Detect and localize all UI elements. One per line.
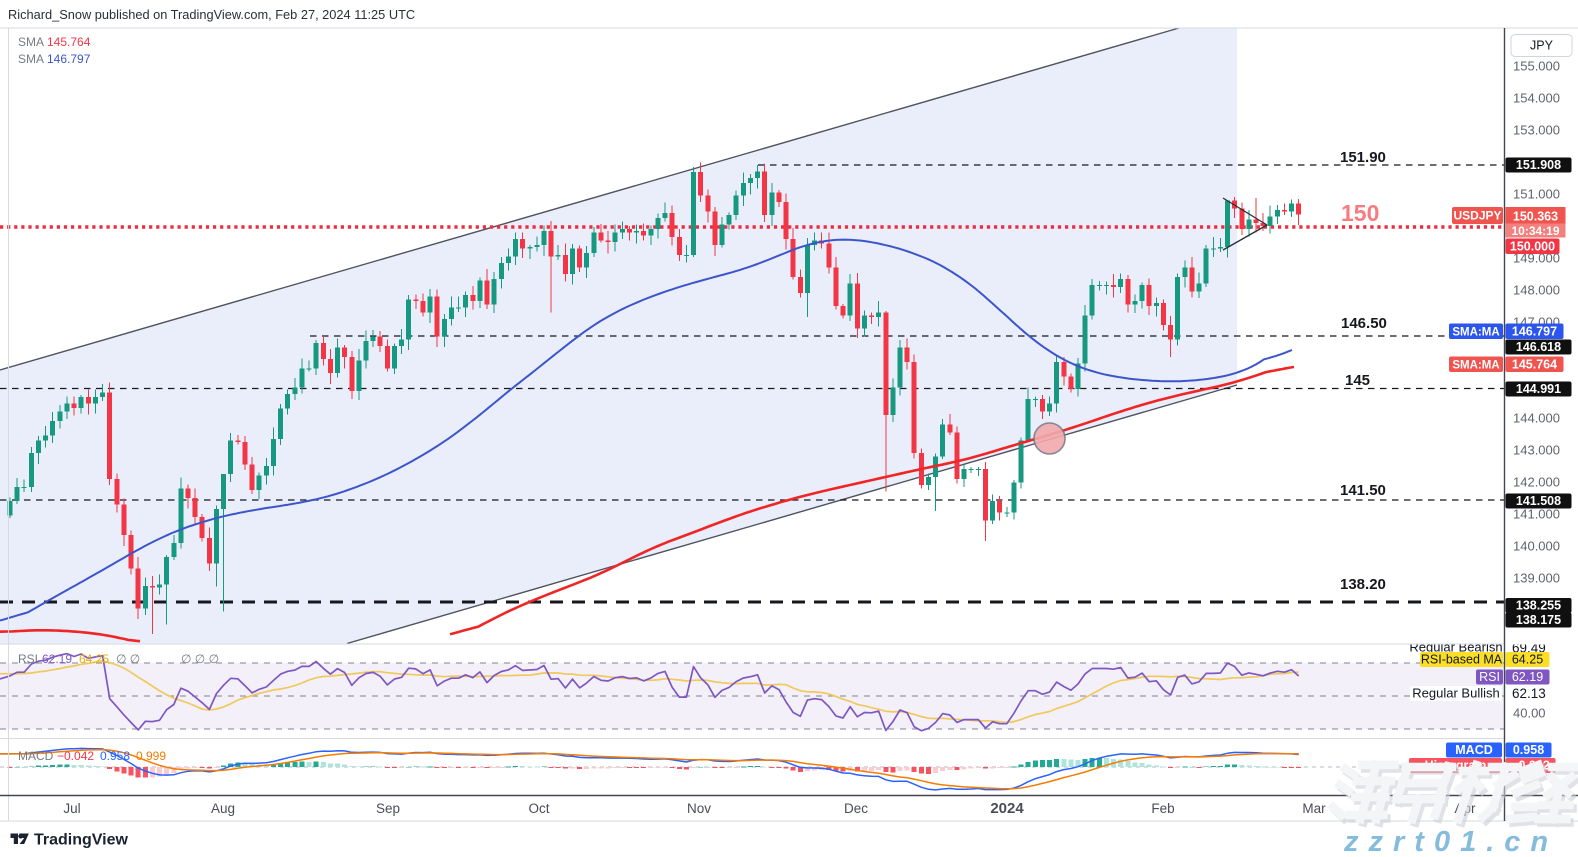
svg-text:146.797: 146.797 (1512, 324, 1557, 338)
svg-text:145: 145 (1345, 372, 1370, 389)
svg-text:141.508: 141.508 (1516, 494, 1561, 508)
svg-text:153.000: 153.000 (1513, 123, 1560, 138)
svg-text:−0.042: −0.042 (57, 749, 94, 763)
svg-text:146.50: 146.50 (1341, 315, 1387, 332)
svg-text:150.000: 150.000 (1510, 239, 1555, 253)
svg-text:MACD: MACD (18, 749, 54, 763)
svg-text:MACD: MACD (1455, 743, 1493, 757)
svg-text:69.49: 69.49 (1512, 640, 1546, 655)
svg-text:0.958: 0.958 (100, 749, 130, 763)
svg-text:Oct: Oct (528, 801, 549, 816)
svg-text:140.000: 140.000 (1513, 539, 1560, 554)
svg-text:138.255: 138.255 (1516, 599, 1561, 613)
svg-text:∅ ∅: ∅ ∅ (116, 652, 140, 666)
svg-text:0.999: 0.999 (136, 749, 166, 763)
svg-text:62.19: 62.19 (42, 652, 72, 666)
svg-text:Feb: Feb (1151, 801, 1174, 816)
svg-text:Richard_Snow published on Trad: Richard_Snow published on TradingView.co… (8, 7, 415, 22)
svg-text:0.958: 0.958 (1513, 743, 1544, 757)
svg-text:64.25: 64.25 (1512, 653, 1543, 667)
svg-text:Aug: Aug (211, 801, 235, 816)
svg-text:RSI: RSI (1479, 670, 1500, 684)
svg-text:151.908: 151.908 (1516, 158, 1561, 172)
svg-text:145.764: 145.764 (1512, 357, 1557, 371)
svg-text:SMA:MA: SMA:MA (1452, 359, 1499, 371)
svg-text:∅ ∅ ∅: ∅ ∅ ∅ (181, 652, 219, 666)
svg-text:Jul: Jul (63, 801, 80, 816)
svg-text:JPY: JPY (1530, 39, 1554, 53)
svg-text:141.000: 141.000 (1513, 507, 1560, 522)
svg-text:148.000: 148.000 (1513, 283, 1560, 298)
svg-text:62.13: 62.13 (1512, 686, 1546, 701)
svg-text:62.19: 62.19 (1512, 670, 1543, 684)
svg-text:Mar: Mar (1302, 801, 1326, 816)
svg-text:138.20: 138.20 (1340, 576, 1386, 593)
svg-text:138.175: 138.175 (1516, 613, 1561, 627)
svg-text:Regular Bullish: Regular Bullish (1412, 686, 1499, 701)
svg-text:40.00: 40.00 (1513, 706, 1546, 721)
svg-text:SMA:MA: SMA:MA (1452, 326, 1499, 338)
svg-text:64.25: 64.25 (79, 652, 109, 666)
svg-text:150.363: 150.363 (1513, 210, 1558, 224)
svg-text:SMA: SMA (18, 35, 44, 49)
svg-text:144.991: 144.991 (1516, 382, 1561, 396)
svg-text:USDJPY: USDJPY (1453, 209, 1501, 223)
svg-text:TradingView: TradingView (34, 832, 129, 849)
svg-text:155.000: 155.000 (1513, 59, 1560, 74)
svg-text:143.000: 143.000 (1513, 443, 1560, 458)
svg-text:154.000: 154.000 (1513, 91, 1560, 106)
svg-text:151.90: 151.90 (1340, 149, 1386, 166)
svg-text:146.797: 146.797 (47, 52, 91, 66)
svg-text:151.000: 151.000 (1513, 187, 1560, 202)
svg-text:149.000: 149.000 (1513, 251, 1560, 266)
svg-text:Sep: Sep (376, 801, 400, 816)
svg-text:144.000: 144.000 (1513, 411, 1560, 426)
svg-text:RSI-based MA: RSI-based MA (1421, 653, 1503, 667)
svg-text:146.618: 146.618 (1516, 340, 1561, 354)
svg-text:Dec: Dec (844, 801, 868, 816)
svg-text:139.000: 139.000 (1513, 571, 1560, 586)
svg-text:Regular Bearish: Regular Bearish (1409, 640, 1502, 655)
svg-text:141.50: 141.50 (1340, 482, 1386, 499)
svg-text:zzrt01.cn: zzrt01.cn (1343, 826, 1558, 857)
svg-text:145.764: 145.764 (47, 35, 91, 49)
svg-text:2024: 2024 (990, 800, 1024, 817)
svg-text:10:34:19: 10:34:19 (1511, 224, 1559, 238)
svg-text:Nov: Nov (687, 801, 711, 816)
svg-text:150: 150 (1341, 200, 1379, 226)
svg-text:SMA: SMA (18, 52, 44, 66)
svg-text:142.000: 142.000 (1513, 475, 1560, 490)
svg-text:RSI: RSI (18, 652, 38, 666)
